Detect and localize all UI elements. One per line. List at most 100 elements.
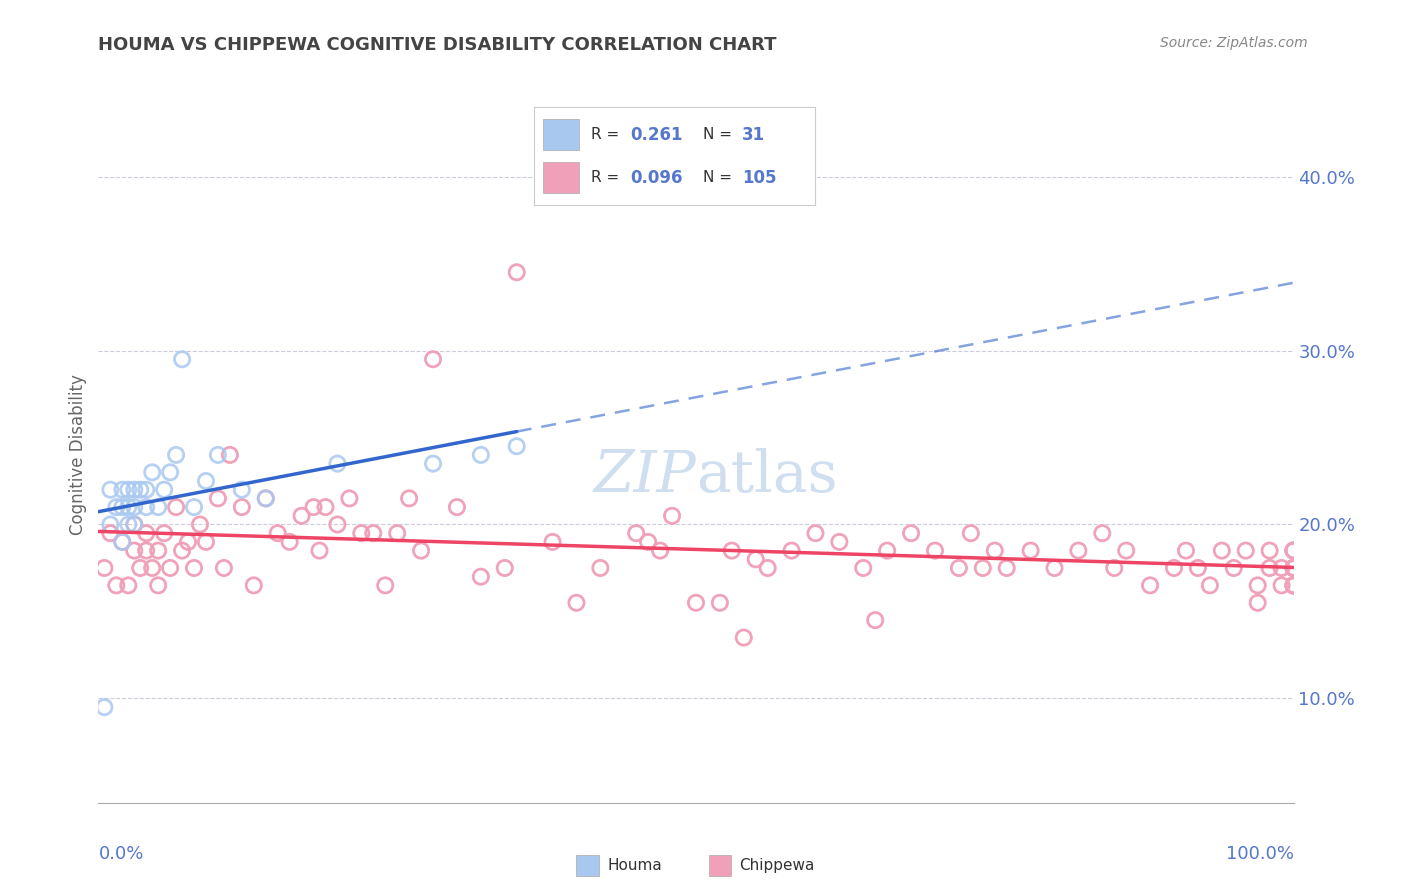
Point: [780, 543, 803, 558]
Point: [363, 526, 385, 541]
Point: [1104, 561, 1126, 575]
Point: [446, 500, 468, 514]
Point: [148, 543, 170, 558]
Point: [1282, 561, 1305, 575]
Point: [124, 483, 146, 497]
Point: [756, 561, 779, 575]
Point: [804, 526, 827, 541]
Point: [326, 457, 349, 471]
Point: [506, 265, 529, 279]
Point: [984, 543, 1007, 558]
Point: [231, 483, 253, 497]
Point: [1258, 561, 1281, 575]
Point: [1282, 578, 1305, 592]
Point: [326, 517, 349, 532]
Point: [385, 526, 409, 541]
Point: [105, 578, 128, 592]
Y-axis label: Cognitive Disability: Cognitive Disability: [69, 375, 87, 535]
Point: [972, 561, 994, 575]
Point: [470, 569, 492, 583]
Point: [129, 561, 152, 575]
Point: [626, 526, 648, 541]
Point: [148, 578, 170, 592]
Point: [1271, 561, 1294, 575]
Point: [1043, 561, 1066, 575]
Point: [1211, 543, 1233, 558]
Point: [422, 457, 444, 471]
Point: [207, 491, 229, 506]
Point: [1282, 578, 1305, 592]
Point: [374, 578, 396, 592]
Text: 0.0%: 0.0%: [98, 845, 143, 863]
Point: [374, 578, 396, 592]
Point: [350, 526, 373, 541]
Point: [506, 439, 529, 453]
Point: [1282, 543, 1305, 558]
Point: [589, 561, 612, 575]
Bar: [543, 162, 579, 194]
Point: [124, 543, 146, 558]
Point: [756, 561, 779, 575]
Point: [111, 534, 134, 549]
Point: [165, 500, 187, 514]
Point: [1258, 543, 1281, 558]
Point: [1139, 578, 1161, 592]
Point: [565, 596, 588, 610]
Point: [721, 543, 744, 558]
Point: [960, 526, 983, 541]
Point: [685, 596, 707, 610]
Point: [195, 534, 218, 549]
Point: [105, 578, 128, 592]
Text: R =: R =: [591, 170, 624, 186]
Point: [291, 508, 314, 523]
Point: [1271, 578, 1294, 592]
Point: [494, 561, 516, 575]
Point: [1163, 561, 1185, 575]
Point: [117, 517, 139, 532]
Text: atlas: atlas: [696, 448, 838, 504]
Point: [339, 491, 361, 506]
Point: [195, 534, 218, 549]
Point: [995, 561, 1018, 575]
Point: [876, 543, 898, 558]
Point: [188, 517, 211, 532]
Point: [1271, 578, 1294, 592]
Point: [960, 526, 983, 541]
Point: [661, 508, 683, 523]
Point: [828, 534, 851, 549]
Point: [565, 596, 588, 610]
Text: 100.0%: 100.0%: [1226, 845, 1294, 863]
Point: [1282, 543, 1305, 558]
Point: [1234, 543, 1257, 558]
Point: [446, 500, 468, 514]
Point: [254, 491, 277, 506]
Point: [207, 448, 229, 462]
Point: [254, 491, 277, 506]
Point: [470, 569, 492, 583]
Text: Source: ZipAtlas.com: Source: ZipAtlas.com: [1160, 36, 1308, 50]
Point: [350, 526, 373, 541]
Point: [1234, 543, 1257, 558]
Point: [865, 613, 887, 627]
Point: [195, 474, 218, 488]
Point: [141, 466, 163, 480]
Point: [1282, 578, 1305, 592]
Point: [422, 352, 444, 367]
Point: [302, 500, 325, 514]
Point: [302, 500, 325, 514]
Point: [948, 561, 970, 575]
Point: [315, 500, 337, 514]
Point: [1282, 543, 1305, 558]
Point: [721, 543, 744, 558]
Point: [876, 543, 898, 558]
Text: N =: N =: [703, 127, 737, 142]
Point: [183, 561, 205, 575]
Point: [1115, 543, 1137, 558]
Point: [153, 526, 176, 541]
Point: [1282, 561, 1305, 575]
Point: [1187, 561, 1209, 575]
Point: [1199, 578, 1222, 592]
Point: [188, 517, 211, 532]
Point: [254, 491, 277, 506]
Point: [1282, 578, 1305, 592]
